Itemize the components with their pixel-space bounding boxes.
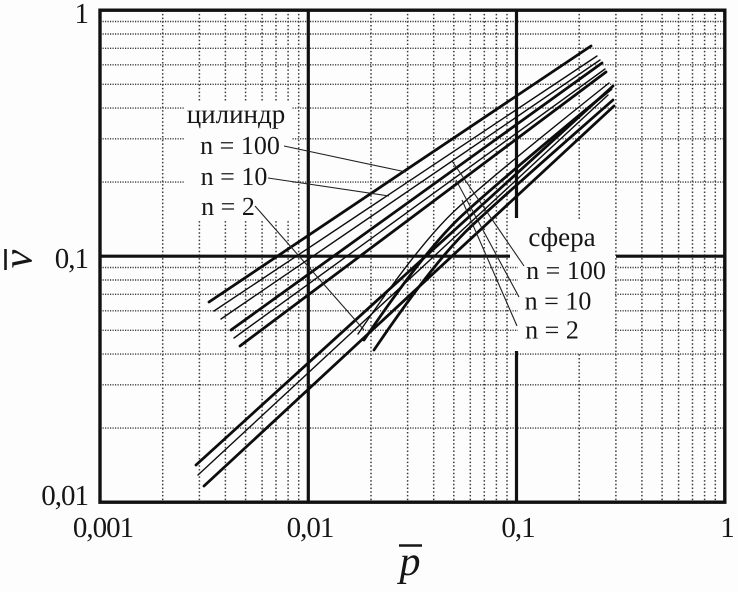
svg-text:0,1: 0,1 — [501, 512, 534, 544]
svg-text:n = 10: n = 10 — [201, 162, 268, 191]
svg-text:цилиндр: цилиндр — [187, 99, 286, 129]
svg-text:0,001: 0,001 — [73, 512, 133, 544]
svg-text:n = 2: n = 2 — [525, 316, 579, 345]
svg-text:n = 2: n = 2 — [201, 192, 255, 221]
svg-text:n = 100: n = 100 — [200, 131, 280, 160]
svg-text:0,1: 0,1 — [55, 243, 88, 275]
svg-text:0,01: 0,01 — [41, 480, 88, 512]
svg-text:0,01: 0,01 — [287, 512, 334, 544]
svg-text:v: v — [0, 249, 42, 268]
svg-text:1: 1 — [75, 0, 89, 30]
svg-text:1: 1 — [720, 512, 734, 544]
svg-text:сфера: сфера — [528, 222, 595, 252]
svg-text:n = 10: n = 10 — [525, 287, 592, 316]
svg-text:n = 100: n = 100 — [526, 256, 606, 285]
